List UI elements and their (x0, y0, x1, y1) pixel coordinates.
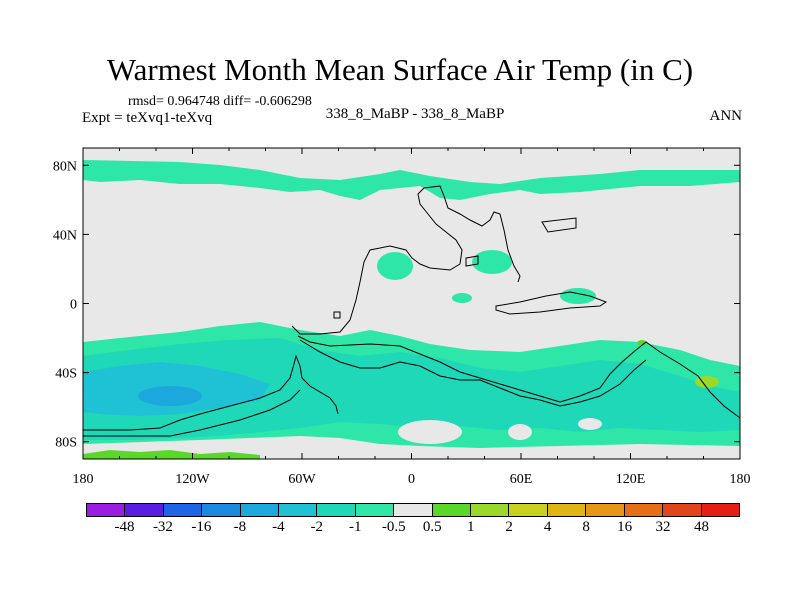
season-label: ANN (709, 108, 743, 124)
experiment-label: Expt = teXvq1-teXvq (82, 110, 213, 126)
colorbar-swatch (432, 504, 472, 516)
outline-south-east (297, 335, 740, 419)
colorbar-label: -2 (310, 519, 324, 535)
contour-blob-1 (377, 252, 413, 280)
colorbar (86, 503, 740, 517)
colorbar-swatch (317, 504, 356, 516)
case-subtitle: 338_8_MaBP - 338_8_MaBP (325, 106, 505, 122)
outline-east (495, 291, 608, 315)
colorbar-swatch (586, 504, 625, 516)
colorbar-swatch (125, 504, 164, 516)
colorbar-swatch (202, 504, 241, 516)
y-tick-label: 80N (53, 159, 77, 174)
contour-blob-2 (472, 250, 512, 274)
colorbar-label: -32 (152, 519, 173, 535)
chart-title: Warmest Month Mean Surface Air Temp (in … (106, 52, 694, 87)
outline-south-land (83, 354, 339, 431)
colorbar-label: -48 (114, 519, 135, 535)
colorbar-swatch (163, 504, 203, 516)
y-tick-label: 40N (53, 228, 77, 243)
outline-inner-south (299, 339, 647, 407)
colorbar-swatch (355, 504, 395, 516)
x-tick-label: 60W (288, 472, 316, 487)
colorbar-label: -16 (191, 519, 212, 535)
colorbar-label: 48 (694, 519, 710, 535)
x-tick-label: 0 (408, 472, 415, 487)
contour-fills (83, 160, 740, 459)
contour-gap-antarctic (83, 436, 740, 459)
colorbar-label: 16 (617, 519, 633, 535)
colorbar-swatch (509, 504, 548, 516)
colorbar-label: -1 (349, 519, 362, 535)
outline-south-land-2 (83, 389, 301, 437)
rmsd-diff-stats: rmsd= 0.964748 diff= -0.606298 (128, 94, 312, 109)
contour-gap-1 (398, 420, 462, 444)
colorbar-label: -0.5 (381, 519, 406, 535)
contour-southern-mid (83, 338, 740, 440)
colorbar-swatch (87, 504, 126, 516)
contour-north-band (83, 160, 740, 200)
x-tick-label: 120E (616, 472, 646, 487)
x-tick-label: 180 (730, 472, 751, 487)
contour-gap-2 (508, 424, 532, 440)
colorbar-swatch (394, 504, 433, 516)
colorbar-swatch (547, 504, 587, 516)
colorbar-label: 8 (582, 519, 590, 535)
colorbar-label: 0.5 (422, 519, 442, 535)
y-tick-label: 80S (55, 436, 77, 451)
colorbar-swatch (279, 504, 318, 516)
contour-warm-tasman (695, 376, 719, 388)
axes: 180 120W 60W 0 60E 120E 180 80N 40N 0 40S 80S (53, 148, 751, 487)
colorbar-swatch (471, 504, 510, 516)
outline-island-2 (465, 255, 479, 267)
colorbar-swatch (663, 504, 702, 516)
contour-blob-4 (452, 293, 472, 303)
colorbar-swatch (701, 504, 739, 516)
colorbar-swatch (624, 504, 664, 516)
contour-warm-antarctic (83, 450, 260, 459)
colorbar-swatch (240, 504, 280, 516)
outline-central (291, 185, 521, 335)
continent-outlines (83, 185, 740, 437)
colorbar-label: -8 (233, 519, 247, 535)
outline-island-3 (333, 311, 341, 319)
y-tick-label: 40S (55, 367, 77, 382)
x-tick-label: 180 (73, 472, 94, 487)
colorbar-label: 1 (466, 519, 475, 535)
colorbar-label: 32 (655, 519, 671, 535)
colorbar-label: 2 (505, 519, 513, 535)
contour-warm-patch-2 (637, 340, 647, 346)
x-tick-label: 60E (510, 472, 533, 487)
colorbar-label: 4 (543, 519, 552, 535)
outline-island-1 (541, 217, 577, 233)
contour-gap-3 (578, 418, 602, 430)
contour-pacific-core-2 (138, 386, 202, 406)
colorbar-labels: -48 -32 -16 -8 -4 -2 -1 -0.5 0.5 1 2 4 8 16 32 48 (0, 519, 800, 539)
y-tick-label: 0 (70, 298, 77, 313)
colorbar-label: -4 (272, 519, 285, 535)
x-tick-label: 120W (175, 472, 210, 487)
